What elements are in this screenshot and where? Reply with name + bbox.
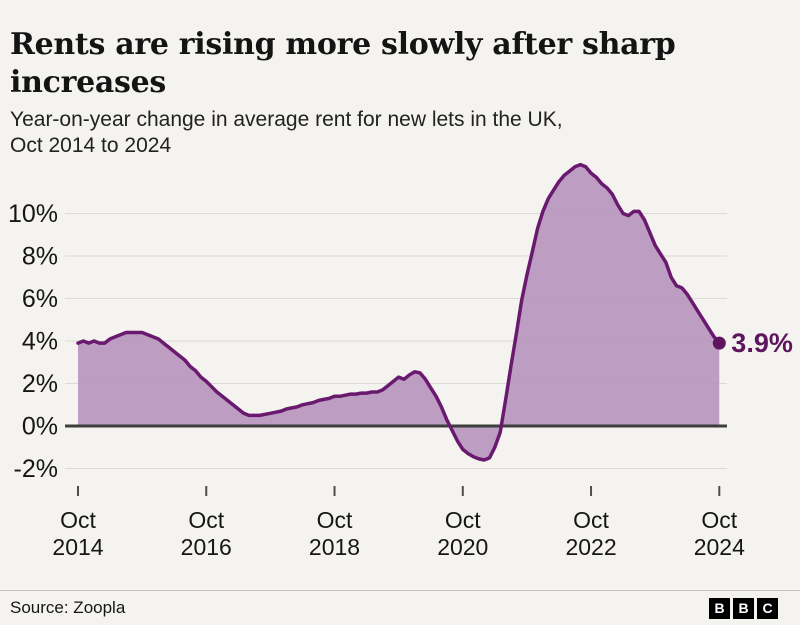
x-axis-label: Oct 2016 [181, 507, 232, 560]
data-line [76, 162, 722, 462]
chart-subtitle: Year-on-year change in average rent for … [10, 107, 780, 159]
x-axis-label: Oct 2018 [309, 507, 360, 560]
end-value-label: 3.9% [731, 328, 793, 358]
rent-change-chart: 10% 8% 6% 4% 2% 0% -2% Oct 2014 Oct 2016 Oct 2018 Oct… [8, 162, 793, 560]
area-fill [78, 164, 720, 460]
y-axis-label: 10% [8, 200, 58, 228]
chart-subtitle-line: Oct 2014 to 2024 [10, 134, 172, 158]
x-axis-label: Oct 2024 [694, 507, 745, 560]
y-axis-label: 6% [22, 285, 58, 313]
x-axis-label: Oct 2022 [565, 507, 616, 560]
y-axis-label: 0% [22, 413, 58, 441]
bbc-logo-block: B [733, 598, 754, 619]
x-axis-label: Oct 2014 [52, 507, 103, 560]
chart-title-line: increases [10, 64, 166, 100]
chart-area: 10% 8% 6% 4% 2% 0% -2% Oct 2014 Oct 2016 Oct 2018 Oct… [0, 150, 800, 562]
x-axis-label: Oct 2020 [437, 507, 488, 560]
y-axis-label: -2% [14, 455, 58, 483]
y-axis-label: 8% [22, 243, 58, 271]
chart-title-line: Rents are rising more slowly after sharp [10, 27, 676, 63]
y-axis-label: 4% [22, 328, 58, 356]
bbc-logo-block: C [757, 598, 778, 619]
chart-title: Rents are rising more slowly after sharp… [10, 26, 780, 102]
end-point-marker [712, 336, 726, 350]
bbc-logo-block: B [709, 598, 730, 619]
chart-subtitle-line: Year-on-year change in average rent for … [10, 108, 563, 131]
y-axis-label: 2% [22, 370, 58, 398]
source-label: Source: Zoopla [10, 598, 126, 617]
